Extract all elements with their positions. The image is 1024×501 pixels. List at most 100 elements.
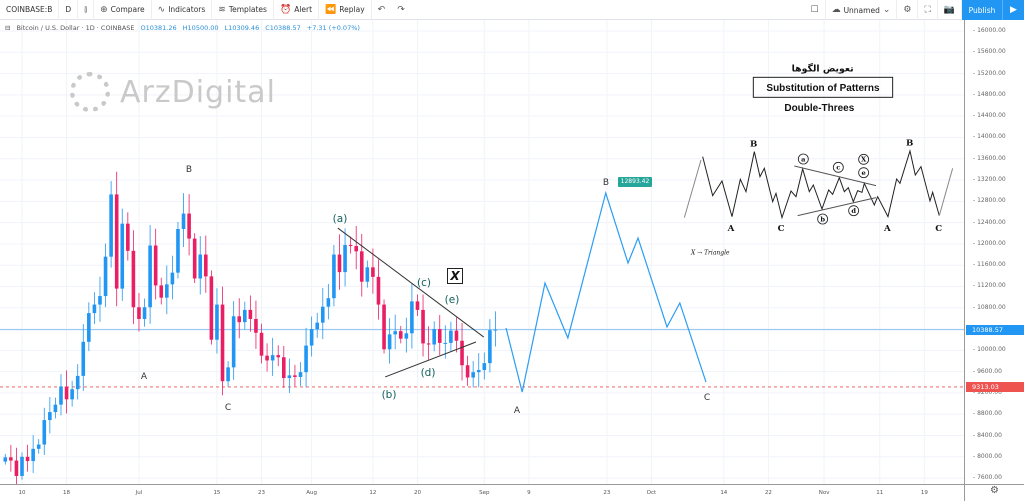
candle-body bbox=[98, 296, 102, 305]
legend-title[interactable]: Bitcoin / U.S. Dollar · 1D · COINBASE bbox=[16, 24, 135, 32]
inset-arrow-out bbox=[938, 168, 954, 216]
price-tick-label: - 10800.00 bbox=[973, 303, 1006, 311]
candle-body bbox=[281, 357, 286, 379]
candle-body bbox=[204, 254, 208, 277]
candle-body bbox=[404, 333, 409, 339]
templates-button[interactable]: ≋ Templates bbox=[212, 0, 274, 20]
alert-button[interactable]: ⏰ Alert bbox=[274, 0, 320, 20]
candle-body bbox=[387, 334, 392, 350]
candle-body bbox=[359, 251, 364, 282]
candle-body bbox=[70, 389, 74, 400]
inset-label-a2: A bbox=[883, 224, 891, 234]
legend-change: +7.31 (+0.07%) bbox=[306, 24, 360, 32]
indicators-icon: ∿ bbox=[157, 4, 166, 15]
alarm-icon: ⏰ bbox=[279, 4, 292, 15]
undo-icon: ↶ bbox=[377, 4, 386, 15]
time-tick-label: 12 bbox=[369, 490, 377, 496]
collapse-icon[interactable]: ⊟ bbox=[5, 24, 11, 32]
candle-body bbox=[92, 304, 97, 314]
candle-body bbox=[465, 365, 470, 378]
candle-body bbox=[237, 316, 242, 323]
replay-button[interactable]: ⏪ Replay bbox=[319, 0, 372, 20]
candle-body bbox=[198, 254, 203, 279]
candle-body bbox=[449, 330, 453, 343]
inset-label-d: d bbox=[851, 207, 856, 215]
candle-body bbox=[142, 307, 147, 319]
templates-icon: ≋ bbox=[218, 4, 226, 15]
fullscreen-button[interactable]: ⛶ bbox=[918, 0, 938, 20]
inset-label-x: X bbox=[861, 156, 867, 164]
price-tick-label: - 8400.00 bbox=[973, 431, 1002, 439]
inset-label-c1: C bbox=[778, 224, 785, 234]
time-tick-label: 9 bbox=[527, 490, 531, 496]
candle-body bbox=[482, 363, 487, 371]
candle-body bbox=[287, 375, 292, 379]
candle-body bbox=[265, 355, 269, 361]
compare-button[interactable]: ⊕ Compare bbox=[94, 0, 152, 20]
snapshot-button[interactable]: 📷 bbox=[938, 0, 962, 20]
projection-label-a: A bbox=[513, 406, 521, 416]
settings-button[interactable]: ⚙ bbox=[897, 0, 919, 20]
symbol-search[interactable]: COINBASE:B bbox=[0, 0, 60, 20]
indicators-button[interactable]: ∿ Indicators bbox=[152, 0, 213, 20]
candle-body bbox=[120, 223, 125, 289]
publish-button[interactable]: Publish bbox=[962, 0, 1002, 20]
candle-body bbox=[231, 316, 236, 368]
price-axis[interactable]: - 16000.00 - 15600.00 - 15200.00 - 14800.00… bbox=[964, 20, 1024, 484]
candle-body bbox=[488, 330, 492, 364]
projection-path bbox=[505, 190, 707, 393]
templates-label: Templates bbox=[228, 5, 267, 14]
time-tick-label: 18 bbox=[63, 490, 71, 496]
candle-body bbox=[326, 298, 331, 307]
inset-title-box bbox=[752, 76, 894, 98]
candle-body bbox=[64, 386, 69, 400]
time-tick-label: 14 bbox=[720, 490, 728, 496]
candle-body bbox=[410, 301, 414, 334]
candle-body bbox=[315, 322, 320, 330]
candles-icon: ⫾ bbox=[84, 4, 88, 15]
inset-label-b2: B bbox=[906, 139, 913, 149]
multi-chart-button[interactable]: ☐ bbox=[804, 0, 826, 20]
price-tick-label: - 10000.00 bbox=[973, 346, 1006, 354]
time-tick-label: 19 bbox=[920, 490, 928, 496]
undo-button[interactable]: ↶ bbox=[372, 0, 392, 20]
rewind-icon: ⏪ bbox=[325, 4, 337, 15]
candle-body bbox=[421, 309, 425, 344]
chart-type-button[interactable]: ⫾ bbox=[78, 0, 95, 20]
play-button[interactable]: ▶ bbox=[1002, 0, 1024, 20]
price-tick-label: - 12000.00 bbox=[973, 239, 1006, 247]
wave-label-x: X bbox=[447, 268, 463, 284]
time-tick-label: 23 bbox=[258, 490, 265, 496]
compare-label: Compare bbox=[110, 5, 145, 14]
redo-button[interactable]: ↷ bbox=[391, 0, 411, 20]
cloud-icon: ☁ bbox=[831, 5, 841, 15]
candle-body bbox=[181, 213, 186, 229]
plus-circle-icon: ⊕ bbox=[100, 4, 108, 15]
layout-button[interactable]: ☁ Unnamed ⌄ bbox=[826, 0, 898, 20]
candle-body bbox=[48, 412, 52, 421]
candle-body bbox=[248, 309, 253, 319]
price-tick-label: - 14000.00 bbox=[973, 133, 1006, 141]
last-price-tag: 10388.57 bbox=[966, 324, 1024, 335]
inset-subtitle: Double-Threes bbox=[784, 103, 854, 114]
level-price-tag: 9313.03 bbox=[966, 381, 1024, 392]
candle-body bbox=[376, 276, 381, 305]
price-tick-label: - 14800.00 bbox=[973, 90, 1006, 98]
candle-body bbox=[3, 457, 8, 462]
chart-legend: ⊟ Bitcoin / U.S. Dollar · 1D · COINBASE … bbox=[5, 24, 360, 32]
replay-label: Replay bbox=[339, 5, 365, 14]
layout-name: Unnamed bbox=[843, 5, 880, 15]
time-axis[interactable]: 10 18 Jul 15 23 Aug 12 20 Sep 9 23 Oct 14 22 Nov 11 19 bbox=[0, 484, 964, 501]
candle-body bbox=[382, 304, 386, 350]
axis-settings-gear-icon[interactable]: ⚙ bbox=[964, 484, 1024, 501]
toolbar-right: ☐ ☁ Unnamed ⌄ ⚙ ⛶ 📷 Publish ▶ bbox=[804, 0, 1024, 20]
candle-body bbox=[81, 341, 86, 376]
wave-label-d: (d) bbox=[420, 367, 436, 379]
chart-canvas[interactable] bbox=[0, 20, 964, 484]
legend-open: O10381.26 bbox=[140, 24, 177, 32]
price-tick-label: - 11200.00 bbox=[973, 282, 1006, 290]
candle-body bbox=[75, 375, 80, 390]
candle-body bbox=[209, 276, 214, 340]
candle-body bbox=[454, 330, 459, 341]
interval-button[interactable]: D bbox=[59, 0, 79, 20]
